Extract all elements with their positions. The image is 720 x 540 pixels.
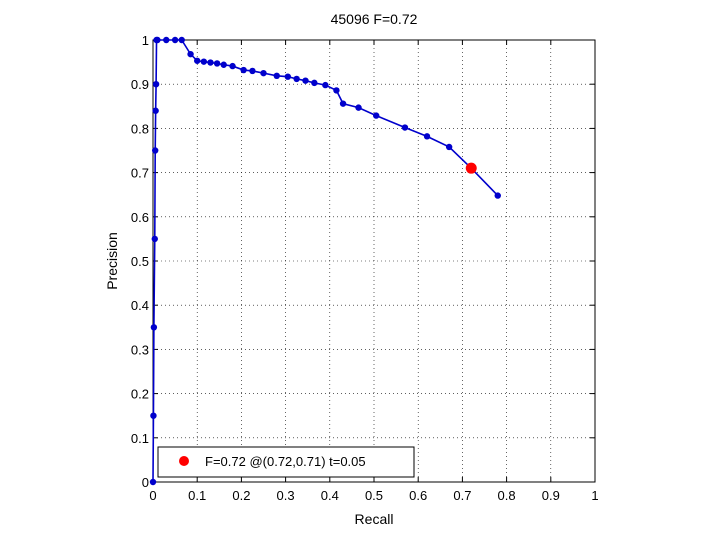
data-point [339,100,347,107]
legend-box [157,446,415,478]
y-tick-label: 0.9 [131,77,149,92]
x-tick-label: 0.6 [409,488,427,503]
data-point [284,73,292,80]
data-point [333,87,340,94]
data-point [194,57,201,64]
data-point [178,36,185,44]
y-tick-label: 0.7 [131,166,149,181]
y-tick-label: 0.1 [131,431,149,446]
data-point [322,81,329,89]
data-point [207,59,214,66]
y-tick-label: 0.3 [131,342,149,357]
grid-lines [153,40,595,482]
x-tick-label: 0.7 [453,488,471,503]
x-axis-label: Recall [355,511,394,527]
data-series [149,36,501,486]
y-tick-label: 0.4 [131,298,149,313]
data-point [229,62,236,70]
y-tick-label: 0.6 [131,210,149,225]
x-tick-label: 0.2 [232,488,250,503]
data-point [240,66,247,74]
data-point [494,192,501,199]
y-tick-label: 0.2 [131,387,149,402]
x-tick-label: 0.4 [321,488,339,503]
x-tick-label: 0 [149,488,156,503]
legend: F=0.72 @(0.72,0.71) t=0.05 [157,446,415,478]
data-point [150,324,158,331]
legend-marker [179,456,189,466]
data-point [154,36,161,44]
x-tick-label: 0.1 [188,488,206,503]
y-tick-label: 0.8 [131,121,149,136]
data-point [163,36,170,44]
data-point [152,107,159,114]
x-tick-label: 1 [591,488,598,503]
data-point [150,412,157,419]
data-point [171,36,179,44]
data-point [445,143,453,151]
x-tick-label: 0.5 [365,488,383,503]
y-tick-label: 1 [142,33,149,48]
y-tick-label: 0 [142,475,149,490]
data-point [220,61,227,68]
best-f-point [465,162,477,174]
data-point [200,58,208,65]
data-point [152,147,159,154]
x-tick-label: 0.8 [498,488,516,503]
data-point [213,60,221,67]
y-tick-label: 0.5 [131,254,149,269]
data-point [311,79,318,87]
data-point [302,77,309,84]
data-point [152,81,160,88]
y-axis-label: Precision [104,232,120,290]
chart-title: 45096 F=0.72 [331,11,418,27]
data-point [149,478,157,486]
data-point [293,75,300,83]
data-point [249,67,256,75]
data-point [373,112,380,119]
data-point [187,50,194,58]
x-tick-label: 0.3 [277,488,295,503]
data-point [355,104,362,111]
data-point [151,235,158,243]
axis-ticks: 0 0.1 0.2 0.3 0.4 0.5 0.6 0.7 0.8 0.9 1 0 0.1 0.2 0.3 0… [131,33,599,503]
data-point [401,124,409,131]
data-point [423,133,431,140]
data-point [260,69,267,77]
legend-text: F=0.72 @(0.72,0.71) t=0.05 [205,454,366,469]
data-point [273,72,280,80]
x-tick-label: 0.9 [542,488,560,503]
